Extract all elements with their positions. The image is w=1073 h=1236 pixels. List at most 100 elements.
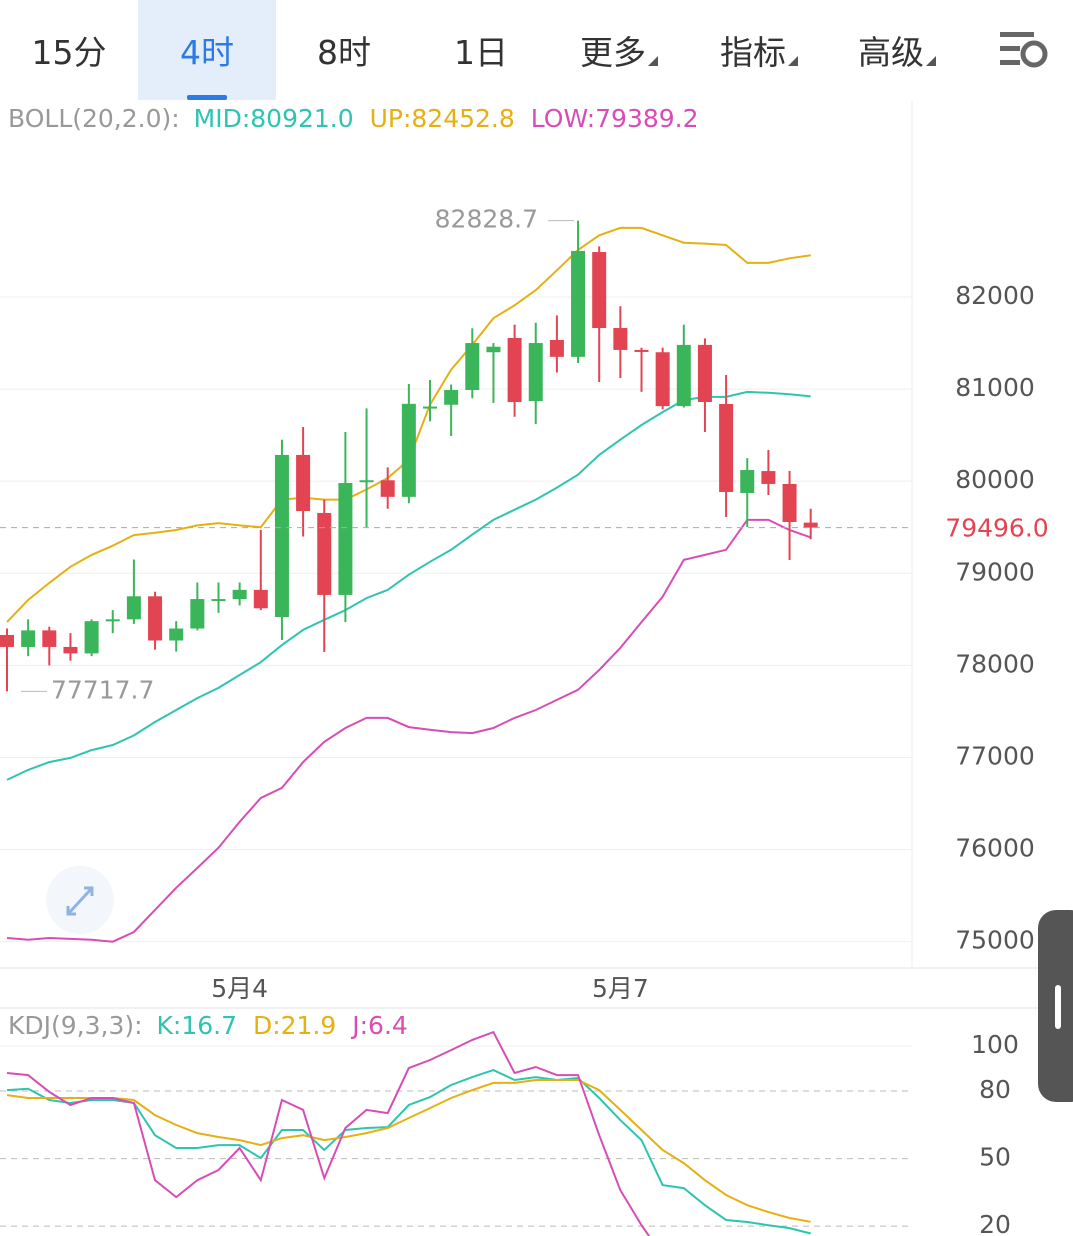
y-tick-label: 75000 bbox=[955, 926, 1035, 955]
dropdown-arrow[interactable] bbox=[648, 56, 658, 66]
tab-label[interactable]: 8时 bbox=[317, 33, 371, 72]
candle-body bbox=[423, 406, 437, 409]
tab[interactable]: 4时 bbox=[138, 0, 276, 100]
expand-button[interactable] bbox=[46, 866, 114, 934]
candle-body bbox=[803, 522, 818, 528]
candle-body bbox=[761, 471, 776, 484]
dropdown-arrow[interactable] bbox=[926, 56, 936, 66]
y-tick-label: 81000 bbox=[955, 373, 1035, 402]
icon-bar[interactable] bbox=[1000, 32, 1034, 37]
candle-body bbox=[190, 599, 205, 629]
indicator-line bbox=[6, 518, 812, 943]
tab[interactable]: 1日 bbox=[412, 0, 550, 100]
candle-body bbox=[296, 454, 311, 512]
legend-item: MID:80921.0 bbox=[194, 104, 354, 133]
candle-body bbox=[105, 619, 120, 622]
kdj-legend: KDJ(9,3,3): K:16.7 D:21.9 J:6.4 bbox=[8, 1011, 408, 1040]
indicator-line bbox=[6, 390, 811, 781]
candle-body bbox=[274, 454, 289, 618]
candle-body bbox=[126, 596, 141, 620]
candle-body bbox=[634, 349, 649, 352]
candle-body bbox=[148, 596, 163, 641]
scroll-grip[interactable] bbox=[1055, 985, 1061, 1029]
y-tick-label: 78000 bbox=[955, 649, 1035, 678]
x-tick-label: 5月7 bbox=[592, 974, 649, 1003]
tab-label[interactable]: 高级 bbox=[858, 33, 924, 72]
candle-body bbox=[719, 404, 734, 492]
boll-legend: BOLL(20,2.0): MID:80921.0 UP:82452.8 LOW… bbox=[8, 104, 699, 133]
candle-body bbox=[253, 589, 268, 609]
tab[interactable]: 8时 bbox=[275, 0, 413, 100]
expand-icon[interactable] bbox=[66, 886, 94, 916]
y-tick-label: 76000 bbox=[955, 834, 1035, 863]
legend-item: D:21.9 bbox=[253, 1011, 336, 1040]
candle-body bbox=[571, 250, 586, 357]
candle-body bbox=[84, 621, 99, 654]
candle-body bbox=[465, 343, 480, 391]
candle-body bbox=[63, 646, 78, 654]
icon-bar[interactable] bbox=[1000, 46, 1020, 51]
icon-bar[interactable] bbox=[1000, 60, 1020, 65]
dropdown-arrow[interactable] bbox=[788, 56, 798, 66]
y-tick-label: 80000 bbox=[955, 465, 1035, 494]
tab[interactable]: 指标 bbox=[690, 0, 828, 100]
y-tick-label: 80 bbox=[979, 1075, 1011, 1104]
scroll-handle[interactable] bbox=[1038, 910, 1073, 1102]
candle-body bbox=[592, 252, 607, 329]
candle-body bbox=[401, 403, 416, 497]
tab[interactable]: 更多 bbox=[550, 0, 688, 100]
candle-body bbox=[338, 483, 353, 595]
tab[interactable]: 15分 bbox=[0, 0, 138, 100]
legend-item: K:16.7 bbox=[157, 1011, 237, 1040]
y-tick-label: 100 bbox=[971, 1030, 1019, 1059]
candle-body bbox=[613, 328, 628, 350]
x-tick-label: 5月4 bbox=[211, 974, 268, 1003]
settings-icon[interactable] bbox=[1000, 32, 1048, 68]
indicator-line bbox=[6, 1069, 811, 1235]
tab-label[interactable]: 4时 bbox=[180, 33, 234, 72]
candle-body bbox=[782, 483, 797, 522]
legend-item: J:6.4 bbox=[350, 1011, 408, 1040]
tab-label[interactable]: 指标 bbox=[720, 33, 786, 72]
candle-body bbox=[169, 628, 184, 641]
y-tick-label: 50 bbox=[979, 1143, 1011, 1172]
candle-body bbox=[444, 390, 459, 405]
candle-body bbox=[655, 352, 670, 407]
last-price-box bbox=[913, 509, 1073, 546]
indicator-line bbox=[6, 1030, 651, 1236]
indicator-line bbox=[6, 1079, 811, 1223]
candle-body bbox=[232, 589, 247, 600]
candle-body bbox=[486, 346, 501, 353]
y-tick-label: 79000 bbox=[955, 557, 1035, 586]
candle-body bbox=[740, 470, 755, 493]
min-label: 77717.7 bbox=[51, 675, 154, 704]
candle-body bbox=[0, 634, 14, 647]
legend-title: KDJ(9,3,3): bbox=[8, 1011, 143, 1040]
candle-body bbox=[676, 344, 691, 407]
candle-body bbox=[317, 512, 332, 595]
tab-label[interactable]: 15分 bbox=[31, 33, 107, 72]
candle-body bbox=[42, 630, 57, 647]
last-price-label: 79496.0 bbox=[945, 514, 1048, 543]
tab[interactable]: 高级 bbox=[828, 0, 966, 100]
candle-body bbox=[549, 340, 564, 357]
candle-body bbox=[380, 480, 395, 497]
icon-gear[interactable] bbox=[1020, 40, 1048, 68]
tab-label[interactable]: 更多 bbox=[580, 33, 646, 72]
candle-body bbox=[507, 337, 522, 402]
candle-body bbox=[211, 599, 226, 602]
legend-item: LOW:79389.2 bbox=[531, 104, 699, 133]
legend-item: UP:82452.8 bbox=[370, 104, 515, 133]
candle-body bbox=[359, 480, 374, 483]
y-tick-label: 77000 bbox=[955, 741, 1035, 770]
max-label: 82828.7 bbox=[435, 205, 538, 234]
legend-title: BOLL(20,2.0): bbox=[8, 104, 180, 133]
tab-label[interactable]: 1日 bbox=[454, 33, 508, 72]
candle-body bbox=[21, 630, 36, 647]
candle-body bbox=[697, 344, 712, 402]
y-tick-label: 82000 bbox=[955, 281, 1035, 310]
candle-body bbox=[528, 343, 543, 402]
tab-bar: 15分 4时 8时 1日 更多 指标 高级 bbox=[0, 0, 1073, 100]
